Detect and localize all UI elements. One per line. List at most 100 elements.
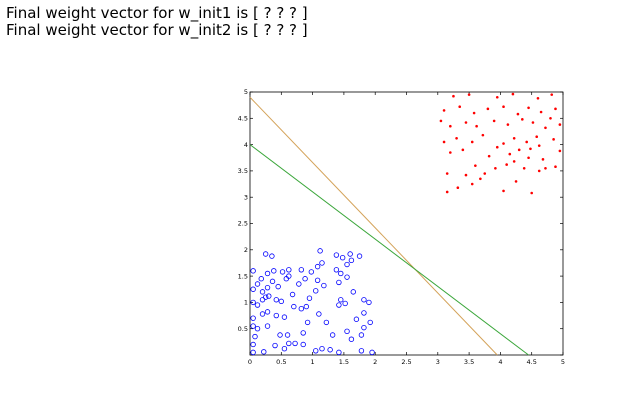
x-tick-label: 1.5 bbox=[339, 358, 349, 366]
class-2-point bbox=[536, 97, 540, 100]
y-tick-label: 5 bbox=[244, 88, 248, 96]
class-1-point bbox=[292, 340, 298, 347]
class-1-point bbox=[306, 295, 313, 301]
class-1-point bbox=[356, 253, 363, 259]
class-1-point bbox=[250, 299, 256, 306]
class-2-point bbox=[514, 180, 518, 183]
class-2-point bbox=[445, 172, 449, 175]
class-2-point bbox=[467, 93, 471, 96]
class-2-point bbox=[483, 172, 487, 175]
x-tick-label: 2 bbox=[373, 358, 377, 366]
class-2-point bbox=[502, 189, 505, 193]
class-1-point bbox=[313, 348, 319, 354]
class-1-point bbox=[300, 330, 306, 336]
class-1-point bbox=[264, 270, 271, 277]
class-2-point bbox=[472, 111, 476, 115]
class-2-point bbox=[529, 147, 532, 151]
y-tick-label: 0.5 bbox=[238, 325, 248, 333]
class-2-point bbox=[522, 166, 526, 170]
y-tick-label: 4 bbox=[244, 141, 248, 149]
class-1-point bbox=[308, 269, 315, 275]
class-1-point bbox=[264, 323, 271, 329]
class-2-point bbox=[470, 140, 474, 144]
class-2-point bbox=[492, 119, 496, 123]
y-tick-label: 3 bbox=[244, 193, 248, 201]
class-1-point bbox=[252, 333, 258, 340]
class-1-point bbox=[250, 341, 256, 348]
class-2-point bbox=[449, 124, 452, 128]
class-2-point bbox=[452, 94, 455, 98]
class-2-point bbox=[494, 166, 497, 170]
class-1-point bbox=[327, 347, 333, 353]
class-2-point bbox=[527, 156, 530, 160]
class-1-point bbox=[366, 299, 372, 306]
class-1-point bbox=[278, 298, 284, 305]
plot-layer: 0 0.5 1 1.5 2 2.5 3 3.5 4 4.5 5 0.5 1 1.5 2 2.5 3 3.5 4 4.5… bbox=[238, 88, 565, 366]
class-2-point bbox=[554, 107, 557, 111]
class-1-point bbox=[291, 303, 297, 310]
class-1-point bbox=[316, 311, 322, 317]
class-1-point bbox=[273, 312, 279, 319]
class-2-point bbox=[445, 190, 449, 194]
class-1-point bbox=[344, 274, 350, 280]
class-2-point bbox=[554, 165, 557, 168]
class-2-point bbox=[544, 126, 547, 130]
class-1-point bbox=[284, 332, 291, 338]
decision-boundary-line-2 bbox=[249, 144, 529, 356]
class-1-point bbox=[266, 293, 272, 299]
class-1-point bbox=[300, 341, 306, 348]
class-1-point bbox=[250, 323, 256, 329]
y-tick-label: 1 bbox=[244, 299, 248, 307]
class-1-point bbox=[344, 261, 350, 268]
class-2-point bbox=[456, 186, 460, 190]
y-tick-label: 4.5 bbox=[238, 115, 248, 123]
x-tick-label: 3.5 bbox=[464, 358, 474, 366]
class-1-point bbox=[264, 309, 271, 315]
class-1-point bbox=[271, 268, 277, 274]
class-1-point bbox=[279, 269, 286, 275]
class-2-point bbox=[530, 191, 533, 195]
class-1-point bbox=[333, 252, 340, 258]
class-2-point bbox=[539, 110, 543, 114]
class-1-point bbox=[286, 267, 292, 273]
class-2-point bbox=[474, 164, 477, 167]
class-1-point bbox=[286, 340, 292, 347]
class-1-point bbox=[358, 332, 365, 338]
y-tick-label: 1.5 bbox=[238, 272, 248, 280]
prompt-lines: Final weight vector for w_init1 is [ ? ?… bbox=[6, 5, 308, 39]
class-2-point bbox=[502, 105, 505, 109]
class-2-point bbox=[505, 163, 508, 166]
class-2-point bbox=[486, 107, 490, 111]
class-1-point bbox=[358, 348, 365, 354]
class-1-point bbox=[367, 319, 373, 326]
class-1-point bbox=[353, 316, 360, 322]
x-tick-label: 5 bbox=[561, 358, 565, 366]
class-1-point bbox=[259, 289, 266, 295]
class-1-point bbox=[369, 349, 375, 356]
class-1-point bbox=[361, 310, 367, 316]
class-1-point bbox=[321, 282, 327, 289]
class-2-point bbox=[502, 142, 505, 145]
class-2-point bbox=[512, 160, 516, 163]
x-tick-label: 0.5 bbox=[276, 358, 286, 366]
class-1-point bbox=[342, 300, 348, 307]
class-2-point bbox=[535, 135, 539, 139]
class-1-point bbox=[302, 276, 308, 282]
class-1-point bbox=[269, 253, 275, 259]
class-1-point bbox=[348, 336, 355, 342]
class-2-point bbox=[537, 169, 541, 173]
class-2-point bbox=[439, 119, 443, 123]
class-2-point bbox=[470, 182, 474, 186]
class-2-point bbox=[511, 92, 515, 96]
class-1-point bbox=[275, 283, 281, 290]
class-2-point bbox=[442, 140, 446, 144]
class-1-point bbox=[319, 345, 325, 352]
x-tick-label: 4.5 bbox=[527, 358, 537, 366]
class-2-point bbox=[508, 152, 512, 156]
class-2-point bbox=[544, 166, 547, 170]
class-1-point bbox=[262, 251, 269, 257]
class-1-point bbox=[336, 349, 342, 356]
class-2-point bbox=[464, 121, 468, 124]
class-2-point bbox=[512, 136, 516, 140]
